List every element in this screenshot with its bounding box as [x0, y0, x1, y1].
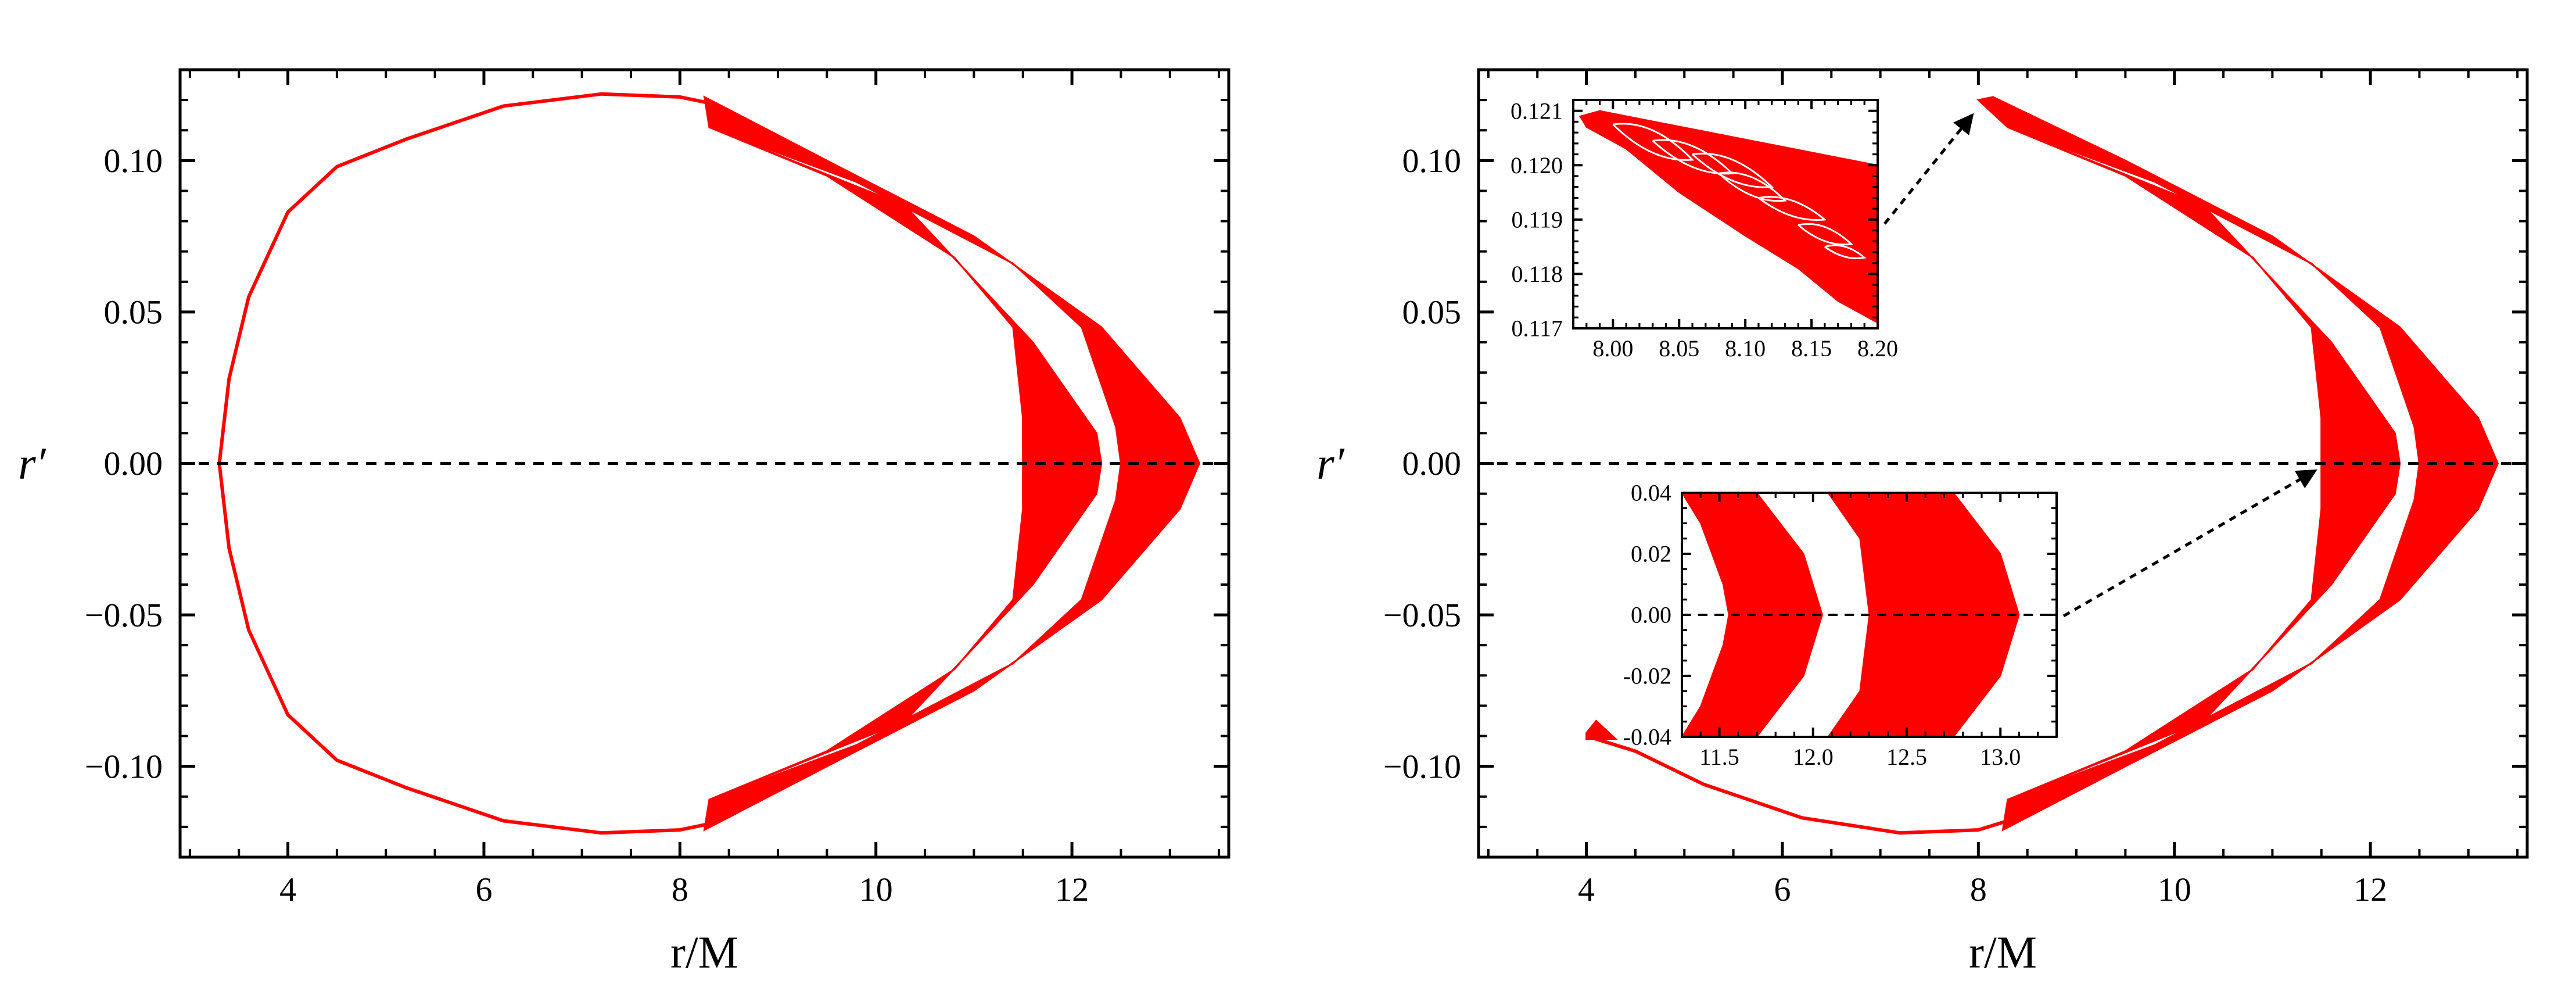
- orbit-curve: [1585, 734, 2008, 835]
- y-tick-label: 0.00: [104, 445, 163, 482]
- y-tick-label: -0.04: [1623, 724, 1671, 750]
- y-tick-label: 0.10: [104, 142, 163, 180]
- inset-band-right: [1827, 493, 2020, 737]
- inset-loop: [1758, 196, 1827, 221]
- y-tick-label: 0.121: [1511, 98, 1563, 124]
- y-tick-label: 0.00: [1402, 445, 1462, 482]
- x-tick-label: 8: [672, 871, 688, 908]
- outer-orbit-band: [703, 95, 1201, 832]
- outer-orbit-band: [1976, 96, 2499, 832]
- y-tick-label: 0.05: [104, 293, 163, 331]
- orbit-tail-spike: [1585, 719, 1619, 740]
- x-tick-label: 8.10: [1725, 335, 1766, 361]
- inset-bottom: 11.5 12.0 12.5 13.0 0.04 0.02 0.00 -0.02 -0.04: [1623, 480, 2058, 770]
- inset-loop: [1612, 123, 1695, 161]
- inset-loop: [1692, 152, 1774, 188]
- x-tick-label: 8.05: [1659, 335, 1699, 361]
- x-tick-label: 8.15: [1791, 335, 1832, 361]
- x-tick-label: 8.00: [1592, 335, 1633, 361]
- inset-loop: [1824, 244, 1867, 260]
- x-tick-label: 12.5: [1886, 744, 1927, 770]
- inset-band: [1578, 110, 1878, 324]
- y-tick-label: 0.10: [1402, 142, 1462, 180]
- inset-loop: [1718, 171, 1787, 202]
- x-tick-label: 13.0: [1980, 744, 2021, 770]
- x-tick-label: 6: [1774, 871, 1791, 908]
- x-tick-label: 6: [475, 871, 492, 908]
- x-tick-label: 10: [859, 871, 893, 908]
- y-tick-label: −0.10: [85, 747, 163, 785]
- y-tick-label: 0.117: [1511, 316, 1563, 342]
- x-tick-label: 12: [1055, 871, 1089, 908]
- plot-frame: [1572, 99, 1879, 329]
- y-tick-label: 0.05: [1402, 293, 1462, 331]
- arrow-to-top-inset-region: [1883, 113, 1974, 225]
- x-tick-label: 8: [1970, 871, 1987, 908]
- x-tick-label: 4: [279, 871, 296, 908]
- x-tick-label: 12.0: [1793, 744, 1834, 770]
- y-axis-label: r′: [1316, 438, 1345, 489]
- y-tick-label: −0.05: [1383, 596, 1461, 634]
- y-tick-label: 0.119: [1511, 206, 1563, 232]
- inset-loop: [1798, 223, 1853, 246]
- right-panel: 4 6 8 10 120.100.050.00−0.05−0.10r/Mr′8.00 8.…: [1316, 68, 2529, 977]
- y-tick-label: 0.118: [1511, 261, 1563, 287]
- y-tick-label: 0.04: [1631, 480, 1671, 506]
- y-tick-label: 0.00: [1631, 602, 1671, 628]
- arrow-to-bottom-inset-region: [2062, 469, 2317, 618]
- y-tick-label: 0.120: [1511, 152, 1563, 178]
- y-tick-label: -0.02: [1623, 663, 1671, 689]
- inset-top: 8.00 8.05 8.10 8.15 8.20 0.121 0.120 0.119 0.118…: [1511, 98, 1898, 361]
- y-tick-label: −0.05: [85, 596, 163, 634]
- x-tick-label: 10: [2158, 871, 2191, 908]
- y-tick-label: 0.02: [1631, 541, 1671, 567]
- x-tick-label: 8.20: [1857, 335, 1898, 361]
- x-axis-label: r/M: [1969, 927, 2037, 977]
- inset-data: [1578, 110, 1878, 324]
- y-axis-label: r′: [18, 438, 46, 489]
- x-tick-label: 11.5: [1699, 744, 1739, 770]
- x-axis-label: r/M: [670, 927, 738, 977]
- x-tick-label: 12: [2353, 871, 2387, 908]
- left-panel: 4 6 8 10 12 0.10 0.05 0.00 −0.05 −0.10 r/M r′: [18, 68, 1230, 977]
- y-tick-label: −0.10: [1383, 747, 1461, 785]
- x-tick-label: 4: [1578, 871, 1595, 908]
